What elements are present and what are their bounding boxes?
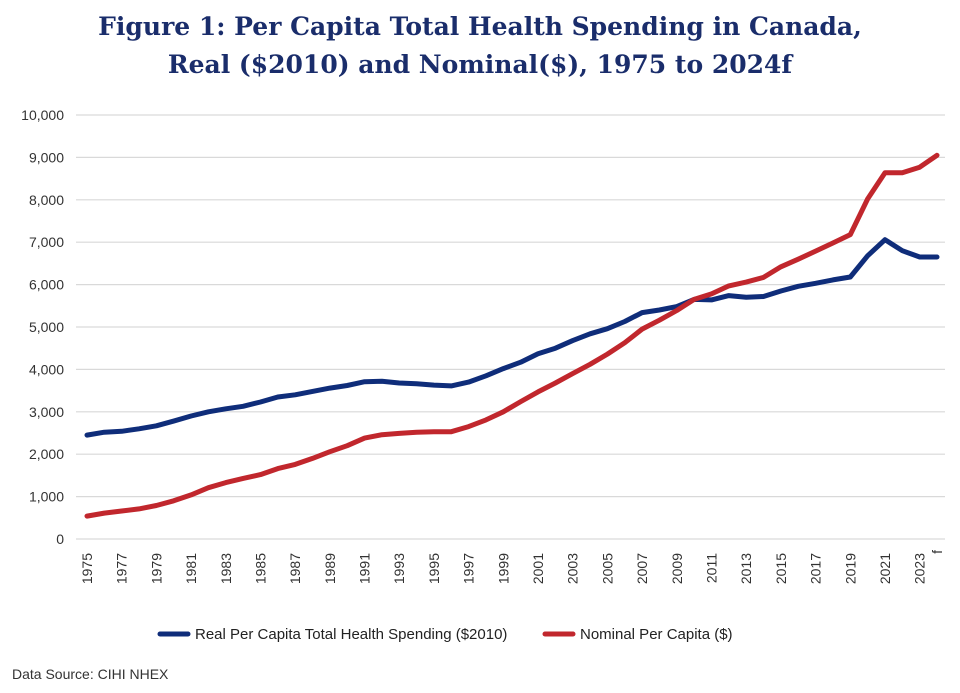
y-tick-label: 9,000: [29, 149, 64, 165]
y-tick-label: 4,000: [29, 361, 64, 377]
x-tick-label: 1979: [148, 553, 164, 584]
x-tick-label: 2003: [565, 553, 581, 584]
x-tick-label: 2011: [703, 553, 719, 583]
x-tick-label: 2001: [530, 553, 546, 584]
x-tick-label: f: [929, 550, 945, 554]
x-tick-label: 1991: [357, 553, 373, 584]
legend-label: Real Per Capita Total Health Spending ($…: [195, 626, 507, 643]
x-tick-label: 2015: [773, 553, 789, 584]
x-tick-label: 2023: [912, 553, 928, 584]
x-tick-label: 1987: [287, 553, 303, 584]
x-tick-label: 1997: [461, 553, 477, 584]
x-tick-label: 1977: [114, 553, 130, 584]
chart-title: Figure 1: Per Capita Total Health Spendi…: [0, 8, 960, 84]
series-line-nominal: [84, 152, 940, 519]
y-tick-label: 7,000: [29, 234, 64, 250]
y-tick-label: 0: [56, 531, 64, 547]
x-tick-label: 1993: [391, 553, 407, 584]
x-tick-label: 2007: [634, 553, 650, 584]
x-tick-label: 1983: [218, 553, 234, 584]
y-tick-label: 3,000: [29, 404, 64, 420]
x-tick-label: 1985: [252, 553, 268, 584]
y-tick-label: 8,000: [29, 192, 64, 208]
series-line-real: [84, 237, 940, 438]
y-tick-label: 1,000: [29, 489, 64, 505]
x-tick-label: 1975: [79, 553, 95, 584]
chart-title-line2: Real ($2010) and Nominal($), 1975 to 202…: [167, 50, 793, 79]
data-source: Data Source: CIHI NHEX: [12, 666, 169, 682]
x-tick-label: 2013: [738, 553, 754, 584]
y-tick-label: 6,000: [29, 277, 64, 293]
y-tick-label: 10,000: [21, 107, 64, 123]
x-tick-label: 2021: [877, 553, 893, 584]
y-tick-label: 5,000: [29, 319, 64, 335]
x-tick-label: 1989: [322, 553, 338, 584]
y-tick-label: 2,000: [29, 446, 64, 462]
x-tick-label: 1995: [426, 553, 442, 584]
legend-label: Nominal Per Capita ($): [580, 626, 733, 643]
x-tick-label: 2005: [599, 553, 615, 584]
x-tick-label: 2009: [669, 553, 685, 584]
x-tick-label: 1981: [183, 553, 199, 584]
chart-title-line1: Figure 1: Per Capita Total Health Spendi…: [98, 12, 862, 41]
x-tick-label: 1999: [495, 553, 511, 584]
x-tick-label: 2019: [842, 553, 858, 584]
x-tick-label: 2017: [808, 553, 824, 584]
